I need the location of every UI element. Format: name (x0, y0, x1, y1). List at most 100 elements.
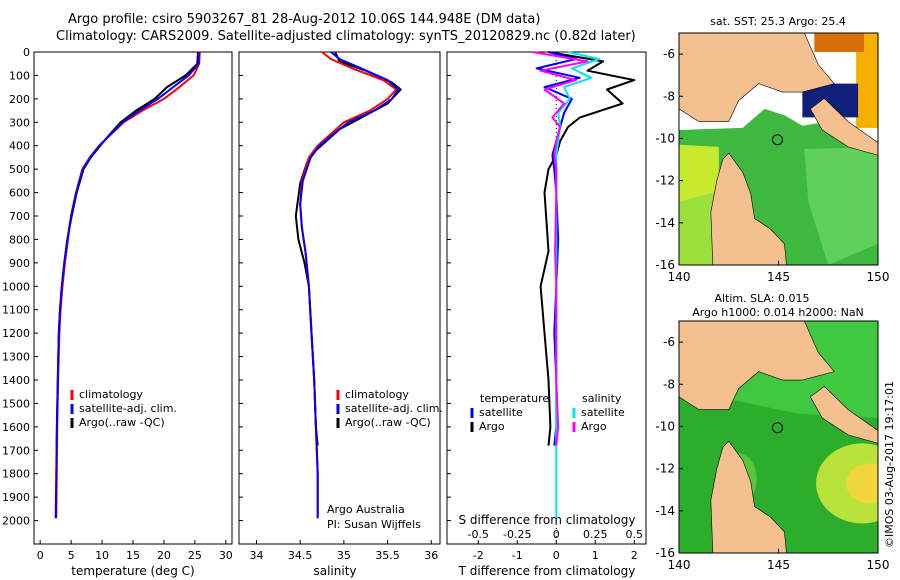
map-y-tick-label: -6 (663, 335, 675, 349)
legend-label: Argo (581, 420, 607, 433)
sal-satellite-line (299, 51, 400, 519)
legend-label: Argo (479, 420, 505, 433)
figure-title-line2: Climatology: CARS2009. Satellite-adjuste… (56, 29, 636, 44)
y-tick-label: 1200 (2, 327, 30, 340)
papua-peninsula-land (809, 385, 878, 444)
y-tick-label: 300 (9, 116, 30, 129)
y-tick-label: 1800 (2, 468, 30, 481)
map-x-tick-label: 150 (867, 270, 890, 284)
y-tick-label: 1400 (2, 374, 30, 387)
cape-york-land (710, 152, 787, 265)
temp-argo-line (55, 51, 199, 446)
map-x-tick-label: 145 (767, 270, 790, 284)
x-tick-label: 20 (157, 549, 171, 562)
x-tick-label: 35 (337, 549, 351, 562)
map-y-tick-label: -8 (663, 377, 675, 391)
temp-climatology-line (55, 51, 201, 519)
sla-map: 140 145 150 -6 -8 -10 -12 -14 -16 Altim. SLA: 0.0… (655, 292, 890, 572)
legend-title: salinity (582, 392, 622, 405)
x-tick-label: 30 (219, 549, 233, 562)
x-tick-label: 35.5 (375, 549, 400, 562)
y-tick-label: 1900 (2, 491, 30, 504)
legend-label: satellite (581, 406, 625, 419)
new-guinea-land (679, 33, 835, 122)
y-tick-label: 0 (23, 46, 30, 59)
x-tick-label-s: 0.5 (626, 528, 644, 541)
map-y-tick-label: -10 (655, 419, 675, 433)
y-tick-label: 1500 (2, 397, 30, 410)
map-y-tick-label: -8 (663, 89, 675, 103)
y-tick-label: 600 (9, 187, 30, 200)
new-guinea-land (679, 321, 835, 410)
figure-title-line1: Argo profile: csiro 5903267_81 28-Aug-20… (68, 12, 541, 27)
y-tick-label: 900 (9, 257, 30, 270)
sst-field-light (804, 146, 878, 265)
x-tick-label: 34 (249, 549, 263, 562)
x-tick-label-s: -0.25 (503, 528, 531, 541)
y-tick-label: 200 (9, 93, 30, 106)
map-y-tick-label: -10 (655, 131, 675, 145)
temp-satellite-line (54, 52, 200, 519)
sla-peak (846, 463, 878, 504)
x-tick-label-s: 0.25 (583, 528, 608, 541)
y-tick-label: 500 (9, 163, 30, 176)
sst-hot (814, 33, 865, 52)
sla-map-subtitle: Argo h1000: 0.014 h2000: NaN (692, 306, 864, 319)
x-tick-label: 36 (424, 549, 438, 562)
salinity-panel: 34 34.5 35 35.5 36 salinity climatologysatelli… (238, 51, 443, 578)
y-tick-label: 1000 (2, 280, 30, 293)
x-tick-label: 34.5 (288, 549, 313, 562)
map-content (679, 321, 878, 553)
legend-label: climatology (345, 388, 409, 401)
map-y-tick-label: -14 (655, 504, 675, 518)
sst-map: 140 145 150 -6 -8 -10 -12 -14 -16 sat. SST: 25.3 … (655, 15, 889, 284)
map-y-tick-label: -16 (655, 258, 675, 272)
salinity-panel-frame (238, 51, 441, 545)
y-tick-label: 1700 (2, 444, 30, 457)
temperature-panel: 0100200300400500600700800900100011001200… (2, 46, 233, 578)
cape-york-land (710, 440, 787, 553)
x-tick-label: 15 (126, 549, 140, 562)
x-tick-label: 25 (188, 549, 202, 562)
map-y-tick-label: -14 (655, 216, 675, 230)
x-tick-label: -1 (512, 549, 523, 562)
sla-map-title: Altim. SLA: 0.015 (714, 292, 809, 305)
y-tick-label: 2000 (2, 515, 30, 528)
x-tick-label: 0 (37, 549, 44, 562)
diff-s-satellite-line (555, 51, 601, 519)
x-axis-label: salinity (313, 564, 356, 578)
x-tick-label-s: 0 (553, 528, 560, 541)
x-axis-label: temperature (deg C) (71, 564, 194, 578)
legend-label: Argo(..raw -QC) (345, 416, 431, 429)
map-y-tick-label: -12 (655, 174, 675, 188)
imos-stamp: ©IMOS 03-Aug-2017 19:17:01 (883, 381, 896, 548)
temperature-panel-frame (33, 51, 233, 545)
map-x-tick-label: 140 (668, 558, 691, 572)
y-tick-label: 800 (9, 233, 30, 246)
sal-argo-line (294, 51, 402, 446)
sst-warm (856, 33, 878, 128)
x-axis-label-top: S difference from climatology (459, 513, 636, 527)
argo-position-marker (771, 422, 783, 434)
sst-map-title: sat. SST: 25.3 Argo: 25.4 (710, 15, 846, 28)
y-tick-label: 1300 (2, 351, 30, 364)
x-tick-label: 5 (68, 549, 75, 562)
map-y-tick-label: -6 (663, 47, 675, 61)
diff-s-argo-line (532, 51, 589, 446)
map-x-tick-label: 140 (668, 270, 691, 284)
papua-peninsula-land (809, 97, 878, 156)
legend-label: Argo(..raw -QC) (79, 416, 165, 429)
difference-panel: -2 -1 0 1 2 -0.5 -0.25 0 0.25 0.5S difference fro… (446, 51, 647, 578)
x-axis-label: T difference from climatology (458, 564, 636, 578)
x-tick-label: 1 (592, 549, 599, 562)
legend-label: satellite (479, 406, 523, 419)
map-content (679, 33, 878, 265)
x-tick-label: 10 (95, 549, 109, 562)
map-y-tick-label: -12 (655, 462, 675, 476)
legend-label: climatology (79, 388, 143, 401)
y-tick-label: 100 (9, 69, 30, 82)
legend-title: temperature (480, 392, 549, 405)
map-x-tick-label: 150 (867, 558, 890, 572)
